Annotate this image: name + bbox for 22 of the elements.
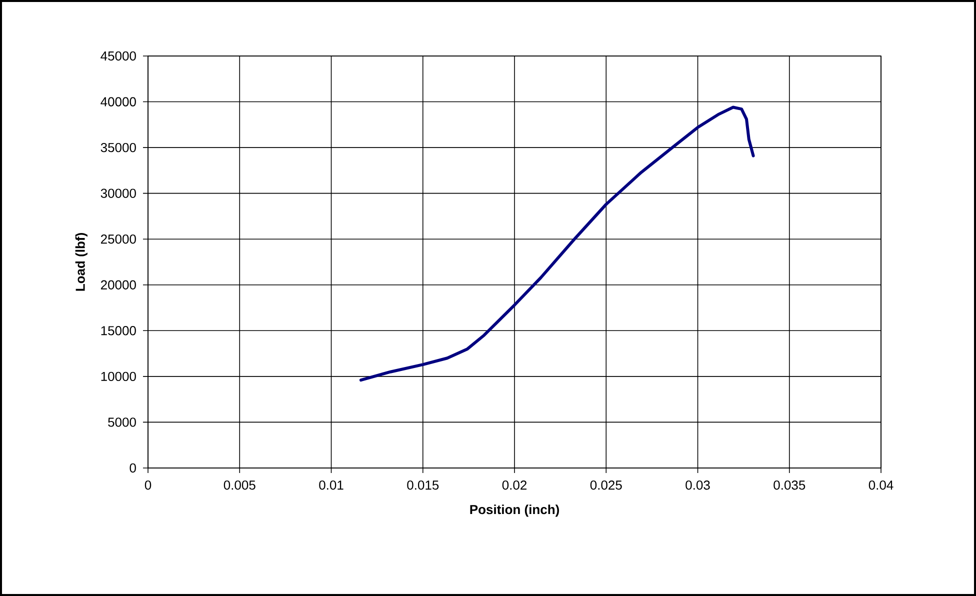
y-tick-label: 45000 — [100, 51, 136, 61]
y-tick-label: 30000 — [100, 188, 136, 198]
x-tick-label: 0.015 — [407, 480, 439, 490]
x-tick-label: 0.02 — [502, 480, 527, 490]
x-axis-title: Position (inch) — [470, 504, 560, 517]
x-tick-label: 0.01 — [319, 480, 344, 490]
y-tick-label: 10000 — [101, 372, 136, 382]
x-tick-label: 0.035 — [774, 480, 806, 490]
x-tick-label: 0 — [144, 480, 152, 490]
y-tick-label: 15000 — [101, 326, 136, 336]
y-tick-label: 5000 — [108, 418, 136, 427]
x-tick-label: 0.04 — [868, 480, 894, 490]
x-tick-label: 0.025 — [590, 480, 622, 490]
x-tick-label: 0.03 — [686, 480, 710, 490]
y-tick-label: 35000 — [100, 142, 136, 152]
y-tick-label: 25000 — [100, 234, 136, 244]
y-axis-title: Load (lbf) — [75, 233, 88, 291]
y-tick-label: 20000 — [100, 280, 136, 290]
y-tick-label: 0 — [130, 463, 136, 473]
x-tick-label: 0.005 — [224, 480, 256, 490]
line-series — [359, 106, 755, 382]
y-tick-label: 40000 — [100, 97, 136, 106]
